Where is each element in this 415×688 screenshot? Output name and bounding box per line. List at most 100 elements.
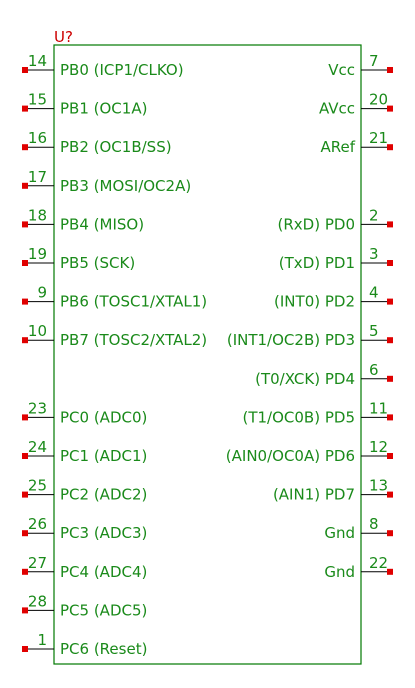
pin-number: 10 (28, 322, 47, 340)
pin-number: 2 (369, 206, 379, 224)
pin-number: 15 (28, 91, 47, 109)
pin-name: Gnd (324, 524, 355, 542)
pin-name: ARef (320, 138, 355, 156)
pin-name: PC1 (ADC1) (60, 447, 147, 465)
pin-left[interactable]: 18 PB4 (MISO) (22, 206, 144, 233)
pin-endpoint[interactable] (22, 144, 28, 151)
pin-number: 22 (369, 554, 388, 572)
pin-name: PB4 (MISO) (60, 215, 144, 233)
pin-endpoint[interactable] (387, 298, 393, 305)
pin-left[interactable]: 16 PB2 (OC1B/SS) (22, 129, 172, 156)
pin-number: 23 (28, 399, 47, 417)
pin-number: 16 (28, 129, 47, 147)
pin-number: 25 (28, 477, 47, 495)
pin-name: PC4 (ADC4) (60, 563, 147, 581)
pin-endpoint[interactable] (22, 298, 28, 305)
pin-number: 27 (28, 554, 47, 572)
pin-number: 6 (369, 361, 379, 379)
pin-endpoint[interactable] (22, 260, 28, 266)
pin-left[interactable]: 14 PB0 (ICP1/CLKO) (22, 52, 184, 79)
pin-right[interactable]: 8 Gnd (324, 515, 393, 542)
pin-endpoint[interactable] (22, 221, 28, 228)
pin-endpoint[interactable] (22, 67, 28, 73)
pin-number: 11 (369, 399, 388, 417)
pin-endpoint[interactable] (387, 221, 393, 228)
pin-number: 8 (369, 515, 379, 533)
pin-right[interactable]: 22 Gnd (324, 554, 393, 581)
pin-number: 26 (28, 515, 47, 533)
pin-number: 24 (28, 438, 47, 456)
pin-name: (INT0) PD2 (274, 293, 355, 311)
pin-endpoint[interactable] (387, 375, 393, 382)
pin-endpoint[interactable] (387, 105, 393, 112)
pin-right[interactable]: 3 (TxD) PD1 (279, 245, 393, 272)
pin-number: 4 (369, 284, 379, 302)
pin-left[interactable]: 27 PC4 (ADC4) (22, 554, 147, 581)
pin-name: PB5 (SCK) (60, 254, 135, 272)
pin-number: 1 (37, 631, 47, 649)
pin-right[interactable]: 12 (AIN0/OC0A) PD6 (226, 438, 393, 465)
pin-left[interactable]: 15 PB1 (OC1A) (22, 91, 147, 118)
pin-endpoint[interactable] (387, 568, 393, 575)
pin-endpoint[interactable] (22, 491, 28, 498)
pin-name: (AIN0/OC0A) PD6 (226, 447, 355, 465)
pin-name: Gnd (324, 563, 355, 581)
pin-endpoint[interactable] (22, 453, 28, 459)
pin-endpoint[interactable] (387, 491, 393, 498)
pin-number: 3 (369, 245, 379, 263)
pin-left[interactable]: 19 PB5 (SCK) (22, 245, 135, 272)
pin-right[interactable]: 7 Vcc (328, 52, 393, 79)
pin-endpoint[interactable] (22, 105, 28, 112)
pin-number: 19 (28, 245, 47, 263)
pin-right[interactable]: 11 (T1/OC0B) PD5 (243, 399, 394, 426)
pin-right[interactable]: 13 (AIN1) PD7 (273, 477, 393, 504)
pin-name: PC0 (ADC0) (60, 408, 147, 426)
pin-endpoint[interactable] (22, 530, 28, 537)
pin-endpoint[interactable] (22, 414, 28, 421)
pin-endpoint[interactable] (387, 337, 393, 344)
pin-left[interactable]: 23 PC0 (ADC0) (22, 399, 147, 426)
pin-endpoint[interactable] (387, 260, 393, 266)
pin-left[interactable]: 1 PC6 (Reset) (22, 631, 147, 658)
pin-left[interactable]: 28 PC5 (ADC5) (22, 592, 147, 619)
pin-right[interactable]: 4 (INT0) PD2 (274, 284, 393, 311)
pin-left[interactable]: 26 PC3 (ADC3) (22, 515, 147, 542)
pin-right[interactable]: 21 ARef (320, 129, 393, 156)
pin-endpoint[interactable] (387, 144, 393, 151)
pin-endpoint[interactable] (22, 182, 28, 189)
pin-name: Vcc (328, 61, 355, 79)
pin-endpoint[interactable] (387, 67, 393, 73)
pin-endpoint[interactable] (22, 607, 28, 614)
pin-name: PC3 (ADC3) (60, 524, 147, 542)
pin-name: PB3 (MOSI/OC2A) (60, 177, 191, 195)
pin-left[interactable]: 24 PC1 (ADC1) (22, 438, 147, 465)
pin-name: (T1/OC0B) PD5 (243, 408, 356, 426)
pin-name: (TxD) PD1 (279, 254, 355, 272)
pin-endpoint[interactable] (22, 337, 28, 344)
pin-number: 14 (28, 52, 47, 70)
pin-endpoint[interactable] (387, 414, 393, 421)
pin-left[interactable]: 10 PB7 (TOSC2/XTAL2) (22, 322, 207, 349)
left-pins: 14 PB0 (ICP1/CLKO) 15 PB1 (OC1A) 16 PB2 (OC1B… (22, 52, 207, 658)
pin-right[interactable]: 2 (RxD) PD0 (278, 206, 393, 233)
pin-right[interactable]: 5 (INT1/OC2B) PD3 (227, 322, 393, 349)
pin-endpoint[interactable] (387, 530, 393, 537)
pin-number: 20 (369, 91, 388, 109)
pin-number: 18 (28, 206, 47, 224)
pin-number: 13 (369, 477, 388, 495)
pin-endpoint[interactable] (22, 568, 28, 575)
pin-name: PB1 (OC1A) (60, 100, 147, 118)
pin-name: AVcc (319, 100, 355, 118)
pin-name: (RxD) PD0 (278, 215, 355, 233)
pin-left[interactable]: 25 PC2 (ADC2) (22, 477, 147, 504)
pin-endpoint[interactable] (387, 453, 393, 459)
pin-number: 21 (369, 129, 388, 147)
pin-name: (AIN1) PD7 (273, 486, 355, 504)
pin-left[interactable]: 17 PB3 (MOSI/OC2A) (22, 168, 191, 195)
pin-right[interactable]: 20 AVcc (319, 91, 393, 118)
pin-endpoint[interactable] (22, 646, 28, 652)
pin-right[interactable]: 6 (T0/XCK) PD4 (255, 361, 393, 388)
pin-left[interactable]: 9 PB6 (TOSC1/XTAL1) (22, 284, 207, 311)
pin-number: 5 (369, 322, 379, 340)
